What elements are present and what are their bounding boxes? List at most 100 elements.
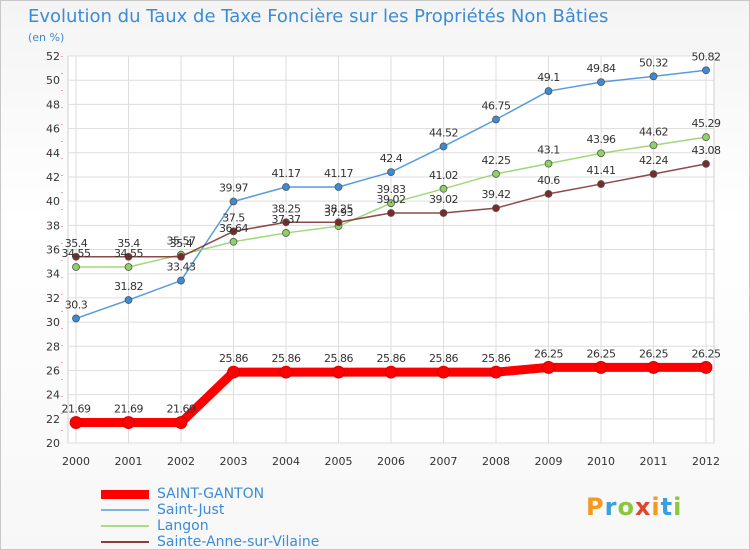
data-label: 43.1 (537, 144, 560, 157)
data-point (279, 365, 293, 379)
data-label: 36.64 (219, 222, 248, 235)
x-tick-label: 2001 (115, 455, 143, 468)
legend-item-sainte-anne: Sainte-Anne-sur-Vilaine (101, 534, 319, 550)
y-tick-label: 36 (46, 244, 60, 257)
data-point (124, 296, 133, 304)
data-point (229, 237, 238, 246)
legend-swatch (101, 489, 149, 499)
x-tick-label: 2006 (377, 455, 405, 468)
y-tick-label: 20 (46, 437, 60, 450)
data-label: 37.5 (222, 211, 245, 224)
data-label: 38.25 (272, 202, 301, 215)
legend-swatch (101, 525, 149, 527)
data-point (334, 183, 343, 191)
data-point (174, 416, 188, 429)
data-label: 41.02 (429, 169, 458, 182)
data-label: 44.62 (639, 125, 668, 138)
data-label: 26.25 (587, 347, 616, 360)
data-label: 21.69 (62, 403, 91, 416)
data-label: 34.55 (62, 247, 91, 260)
data-point (492, 115, 500, 124)
data-point (597, 78, 605, 87)
data-point (387, 168, 395, 177)
legend-label: Sainte-Anne-sur-Vilaine (157, 534, 320, 550)
x-tick-label: 2007 (430, 455, 458, 468)
data-label: 44.52 (429, 126, 458, 139)
data-label: 35.4 (117, 237, 140, 250)
data-point (229, 227, 238, 236)
data-point (122, 416, 135, 429)
data-label: 46.75 (482, 99, 511, 112)
y-tick-label: 52 (46, 50, 60, 63)
data-label: 39.83 (377, 183, 406, 196)
data-point (72, 252, 80, 261)
legend-label: Saint-Just (157, 502, 225, 518)
data-point (229, 197, 238, 206)
data-label: 34.55 (114, 247, 143, 260)
data-label: 50.32 (639, 56, 668, 69)
legend-swatch (101, 509, 149, 511)
data-point (282, 218, 290, 227)
x-tick-label: 2003 (220, 455, 248, 468)
data-label: 40.6 (537, 174, 560, 187)
data-label: 43.96 (587, 133, 616, 146)
data-label: 25.86 (429, 352, 458, 365)
data-label: 50.82 (692, 50, 721, 63)
y-tick-label: 42 (46, 171, 60, 184)
data-point (384, 365, 398, 379)
data-label: 41.17 (324, 167, 353, 180)
data-label: 35.57 (167, 235, 196, 248)
data-label: 35.4 (170, 237, 193, 250)
data-point (177, 276, 185, 285)
data-point (647, 361, 660, 374)
data-point (387, 209, 395, 217)
x-tick-label: 2010 (587, 455, 615, 468)
data-point (282, 229, 290, 237)
data-label: 49.84 (587, 62, 616, 75)
proxiti-logo: Proxiti (586, 493, 683, 521)
data-label: 25.86 (219, 352, 248, 365)
data-point (544, 87, 553, 95)
data-point (72, 314, 80, 323)
y-tick-label: 22 (46, 413, 60, 426)
data-point (597, 149, 605, 158)
data-point (542, 361, 555, 374)
data-point (124, 263, 133, 271)
y-tick-label: 34 (46, 268, 60, 281)
x-tick-label: 2008 (482, 455, 510, 468)
data-label: 39.02 (377, 193, 406, 206)
data-label: 26.25 (639, 347, 668, 360)
data-label: 42.25 (482, 154, 511, 167)
x-tick-label: 2002 (167, 455, 195, 468)
data-label: 39.42 (482, 188, 511, 201)
y-tick-label: 26 (46, 364, 60, 377)
data-point (699, 361, 713, 374)
y-tick-label: 28 (46, 340, 60, 353)
data-label: 25.86 (272, 352, 301, 365)
data-point (332, 365, 345, 379)
data-label: 49.1 (537, 71, 560, 84)
data-point (439, 209, 448, 217)
data-label: 33.43 (167, 261, 196, 274)
data-point (492, 170, 500, 178)
data-label: 41.41 (587, 164, 616, 177)
data-point (594, 361, 608, 374)
data-point (489, 365, 503, 379)
x-tick-label: 2009 (535, 455, 563, 468)
data-point (702, 66, 710, 75)
data-point (227, 365, 240, 379)
legend-item-langon: Langon (101, 518, 319, 534)
data-label: 37.37 (272, 213, 301, 226)
x-tick-label: 2011 (640, 455, 668, 468)
data-point (544, 159, 553, 168)
data-point (72, 263, 80, 271)
data-point (544, 189, 553, 198)
data-point (597, 180, 605, 188)
legend-item-saint-just: Saint-Just (101, 502, 319, 518)
chart-subtitle: (en %) (28, 31, 65, 44)
y-tick-label: 50 (46, 74, 60, 87)
x-tick-label: 2012 (692, 455, 720, 468)
data-point (649, 141, 658, 150)
data-label: 26.25 (534, 347, 563, 360)
